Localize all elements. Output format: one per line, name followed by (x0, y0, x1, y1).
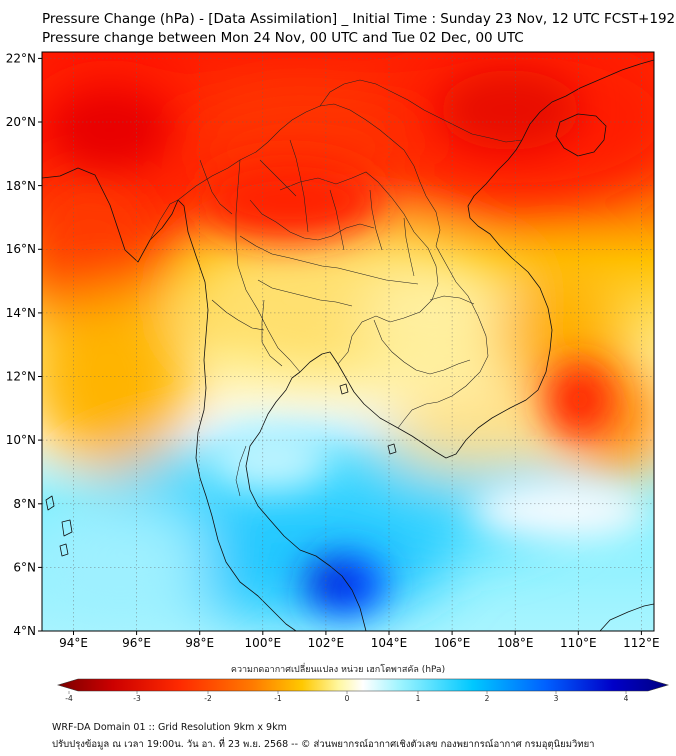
coastlines (42, 59, 654, 631)
colorbar-tick: 1 (416, 694, 421, 703)
colorbar-tick: 2 (485, 694, 490, 703)
colorbar-tick: 3 (554, 694, 559, 703)
colorbar-tick: -3 (133, 694, 141, 703)
lon-label: 98°E (185, 636, 214, 650)
axis-ticks (38, 57, 642, 635)
lon-label: 102°E (308, 636, 345, 650)
lon-label: 100°E (245, 636, 282, 650)
lon-label: 108°E (497, 636, 534, 650)
lat-label: 20°N (6, 115, 36, 129)
colorbar-tick: 4 (624, 694, 629, 703)
lon-label: 112°E (623, 636, 660, 650)
footer-model-info: WRF-DA Domain 01 :: Grid Resolution 9km … (52, 722, 287, 733)
plot-frame (41, 51, 655, 632)
colorbar-tick: -1 (274, 694, 282, 703)
lat-label: 4°N (13, 624, 36, 638)
lon-label: 96°E (122, 636, 151, 650)
country-borders (149, 79, 523, 497)
lat-label: 14°N (6, 306, 36, 320)
footer-credit: ปรับปรุงข้อมูล ณ เวลา 19:00น. วัน อา. ที… (52, 739, 595, 750)
lat-label: 18°N (6, 179, 36, 193)
colorbar-label: ความกดอากาศเปลี่ยนแปลง หน่วย เฮกโตพาสคัล… (230, 665, 446, 675)
lon-label: 110°E (560, 636, 597, 650)
map-title: Pressure Change (hPa) - [Data Assimilati… (42, 11, 676, 27)
map-subtitle: Pressure change between Mon 24 Nov, 00 U… (42, 30, 524, 46)
lat-label: 10°N (6, 433, 36, 447)
lat-label: 12°N (6, 370, 36, 384)
lat-label: 16°N (6, 242, 36, 256)
colorbar-ramp (56, 678, 670, 692)
lat-label: 6°N (13, 561, 36, 575)
pressure-field (42, 52, 654, 631)
lon-label: 106°E (434, 636, 471, 650)
colorbar-tick: -4 (65, 694, 73, 703)
lon-label: 94°E (59, 636, 88, 650)
lon-label: 104°E (371, 636, 408, 650)
lat-label: 8°N (13, 497, 36, 511)
colorbar-tick: -2 (204, 694, 212, 703)
colorbar: -4 -3 -2 -1 0 1 2 3 4 (56, 678, 670, 703)
colorbar-tick: 0 (345, 694, 350, 703)
graticule (42, 52, 654, 631)
lat-label: 22°N (6, 52, 36, 66)
